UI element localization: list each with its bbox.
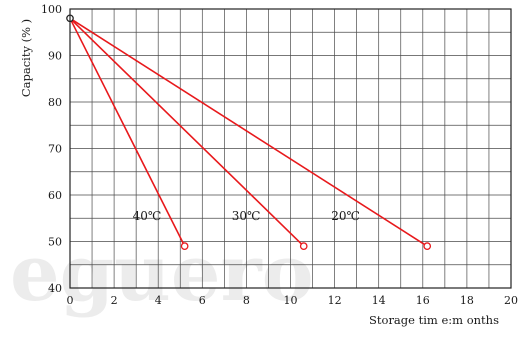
watermark-text: eguero bbox=[10, 228, 314, 319]
series-line bbox=[69, 17, 186, 247]
y-tick-label: 50 bbox=[48, 236, 62, 249]
series-line bbox=[69, 17, 305, 247]
y-tick-label: 100 bbox=[41, 3, 62, 16]
x-axis-label: Storage tim e:m onths bbox=[369, 313, 499, 327]
x-tick-label: 16 bbox=[416, 294, 430, 307]
series-label: 20℃ bbox=[331, 209, 360, 223]
x-tick-label: 18 bbox=[460, 294, 474, 307]
y-tick-label: 60 bbox=[48, 189, 62, 202]
x-tick-label: 20 bbox=[504, 294, 518, 307]
series-end-point bbox=[423, 242, 432, 250]
series-end-point bbox=[299, 242, 308, 250]
series-label: 40℃ bbox=[133, 209, 162, 223]
y-tick-label: 90 bbox=[48, 50, 62, 63]
plot-frame bbox=[69, 8, 512, 289]
x-tick-label: 6 bbox=[199, 294, 206, 307]
y-tick-label: 80 bbox=[48, 96, 62, 109]
x-tick-label: 8 bbox=[243, 294, 250, 307]
y-tick-label: 70 bbox=[48, 143, 62, 156]
series-line bbox=[69, 17, 428, 247]
series-end-point bbox=[180, 242, 189, 250]
x-tick-label: 10 bbox=[284, 294, 298, 307]
x-tick-label: 0 bbox=[67, 294, 74, 307]
series-label: 30℃ bbox=[232, 209, 261, 223]
x-tick-label: 14 bbox=[372, 294, 386, 307]
y-axis-label: Capacity (% ) bbox=[19, 19, 33, 97]
x-tick-label: 2 bbox=[111, 294, 118, 307]
x-tick-label: 12 bbox=[328, 294, 342, 307]
x-tick-label: 4 bbox=[155, 294, 162, 307]
y-tick-label: 40 bbox=[48, 282, 62, 295]
